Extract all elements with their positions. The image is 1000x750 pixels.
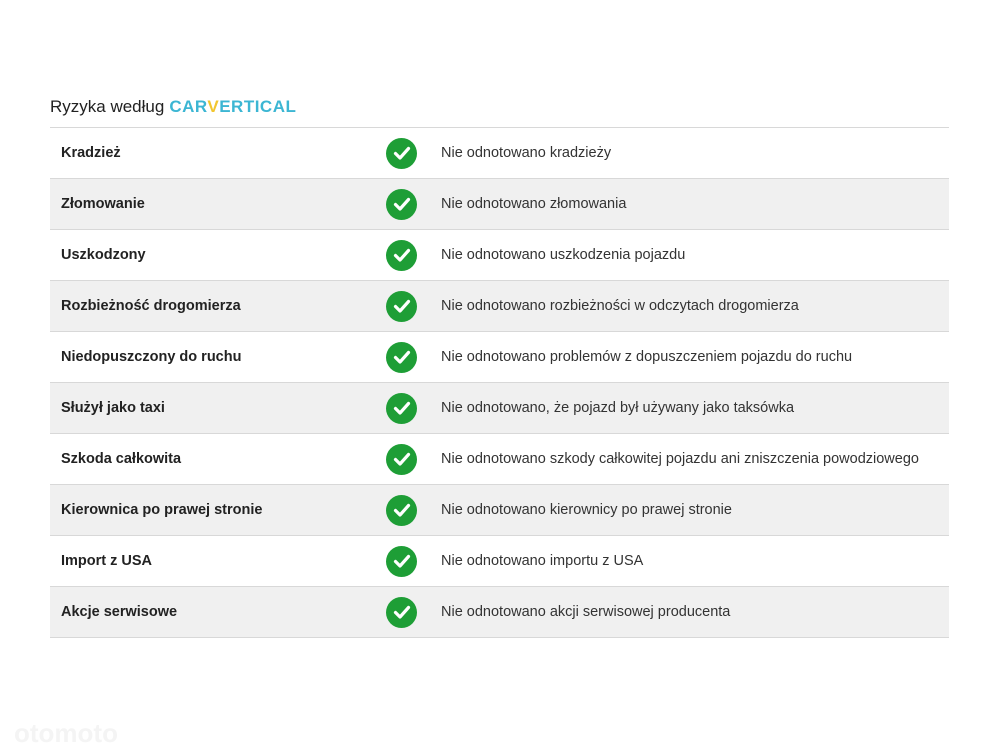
- risk-label: Złomowanie: [61, 196, 145, 212]
- risk-label: Rozbieżność drogomierza: [61, 298, 241, 314]
- risk-label: Kierownica po prawej stronie: [61, 502, 263, 518]
- check-circle-icon: [386, 341, 417, 373]
- risk-description: Nie odnotowano szkody całkowitej pojazdu…: [441, 451, 919, 467]
- risk-label: Szkoda całkowita: [61, 451, 182, 467]
- table-row: Kierownica po prawej stronie Nie odnotow…: [50, 485, 949, 536]
- risk-label: Kradzież: [61, 145, 121, 161]
- title-text: Ryzyka według: [50, 97, 165, 116]
- check-circle-icon: [386, 239, 417, 271]
- table-row: Szkoda całkowita Nie odnotowano szkody c…: [50, 434, 949, 485]
- check-circle-icon: [386, 392, 417, 424]
- table-row: Służył jako taxi Nie odnotowano, że poja…: [50, 383, 949, 434]
- risk-description: Nie odnotowano akcji serwisowej producen…: [441, 604, 731, 620]
- risk-label: Akcje serwisowe: [61, 604, 178, 620]
- risk-description: Nie odnotowano uszkodzenia pojazdu: [441, 247, 686, 263]
- risk-description: Nie odnotowano importu z USA: [441, 553, 644, 569]
- table-row: Uszkodzony Nie odnotowano uszkodzenia po…: [50, 230, 949, 281]
- risk-description: Nie odnotowano złomowania: [441, 196, 627, 212]
- check-circle-icon: [386, 290, 417, 322]
- risk-description: Nie odnotowano rozbieżności w odczytach …: [441, 298, 799, 314]
- carvertical-logo: CARVERTICAL: [169, 97, 297, 116]
- check-circle-icon: [386, 443, 417, 475]
- table-row: Kradzież Nie odnotowano kradzieży: [50, 128, 949, 179]
- risk-description: Nie odnotowano problemów z dopuszczeniem…: [441, 349, 853, 365]
- check-circle-icon: [386, 137, 417, 169]
- table-row: Niedopuszczony do ruchu Nie odnotowano p…: [50, 332, 949, 383]
- risk-label: Służył jako taxi: [61, 400, 165, 416]
- risk-label: Import z USA: [61, 553, 153, 569]
- risk-label: Niedopuszczony do ruchu: [61, 349, 242, 365]
- section-title: Ryzyka według CARVERTICAL: [50, 97, 296, 117]
- risk-description: Nie odnotowano, że pojazd był używany ja…: [441, 400, 795, 416]
- risk-description: Nie odnotowano kradzieży: [441, 145, 612, 161]
- check-circle-icon: [386, 596, 417, 628]
- risk-label: Uszkodzony: [61, 247, 146, 263]
- table-row: Złomowanie Nie odnotowano złomowania: [50, 179, 949, 230]
- watermark-logo: otomoto: [14, 718, 118, 748]
- table-row: Rozbieżność drogomierza Nie odnotowano r…: [50, 281, 949, 332]
- check-circle-icon: [386, 188, 417, 220]
- table-row: Akcje serwisowe Nie odnotowano akcji ser…: [50, 587, 949, 638]
- table-row: Import z USA Nie odnotowano importu z US…: [50, 536, 949, 587]
- risk-description: Nie odnotowano kierownicy po prawej stro…: [441, 502, 732, 518]
- check-circle-icon: [386, 545, 417, 577]
- risk-table: Kradzież Nie odnotowano kradzieży Złomowa…: [50, 127, 949, 638]
- check-circle-icon: [386, 494, 417, 526]
